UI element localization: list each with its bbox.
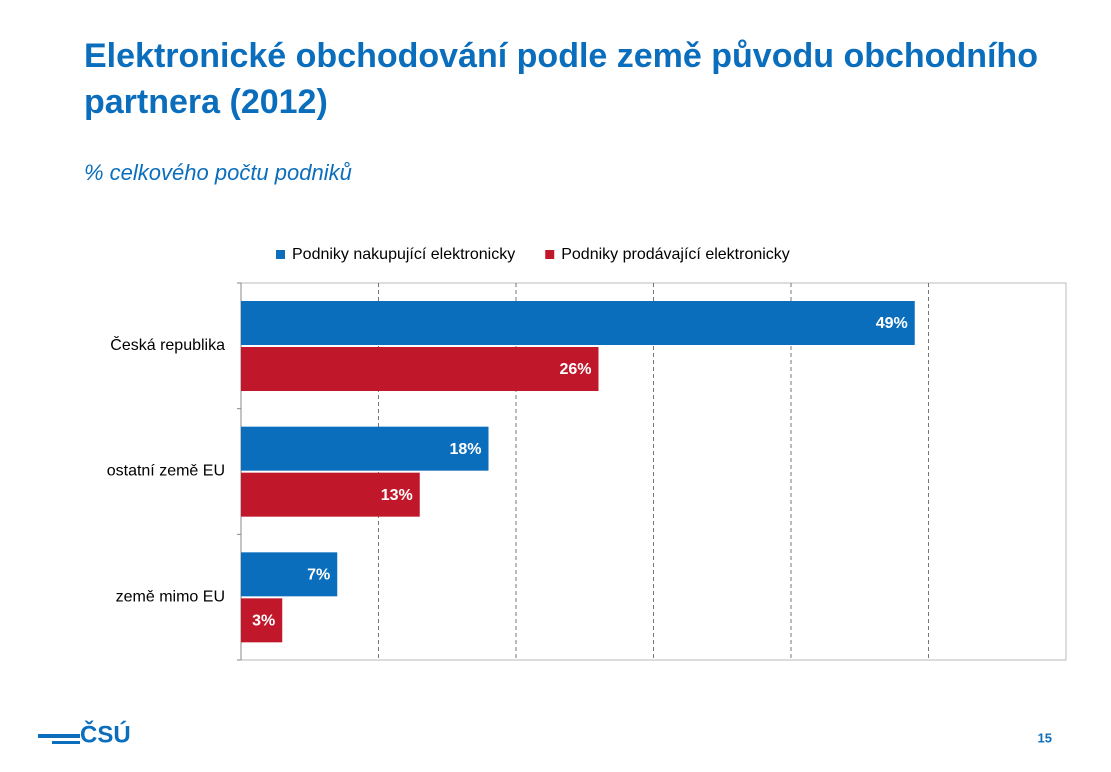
logo: ČSÚ (38, 720, 131, 748)
subtitle: % celkového počtu podniků (84, 160, 352, 185)
value-label: 3% (252, 613, 275, 630)
y-tick-label: země mimo EU (116, 588, 225, 605)
logo-text: ČSÚ (80, 720, 131, 748)
bar (241, 598, 283, 643)
page-number: 15 (1038, 730, 1052, 745)
value-label: 26% (559, 361, 591, 378)
title-line-2: partnera (2012) (84, 83, 328, 121)
logo-stripe (52, 741, 80, 744)
bar (241, 347, 599, 391)
legend-label: Podniky prodávající elektronicky (561, 246, 790, 263)
title-line-1: Elektronické obchodování podle země půvo… (84, 37, 1038, 75)
bar (241, 301, 915, 345)
value-label: 13% (381, 487, 413, 504)
legend-swatch (545, 250, 555, 259)
legend-label: Podniky nakupující elektronicky (292, 246, 515, 263)
logo-stripe (38, 734, 80, 738)
value-label: 18% (449, 441, 481, 458)
y-tick-label: ostatní země EU (107, 463, 225, 480)
bar (241, 552, 338, 597)
value-label: 7% (307, 567, 330, 584)
value-label: 49% (876, 315, 908, 332)
bar (241, 426, 489, 471)
legend-swatch (276, 250, 285, 259)
bar (241, 472, 420, 517)
y-tick-label: Česká republika (110, 335, 225, 354)
